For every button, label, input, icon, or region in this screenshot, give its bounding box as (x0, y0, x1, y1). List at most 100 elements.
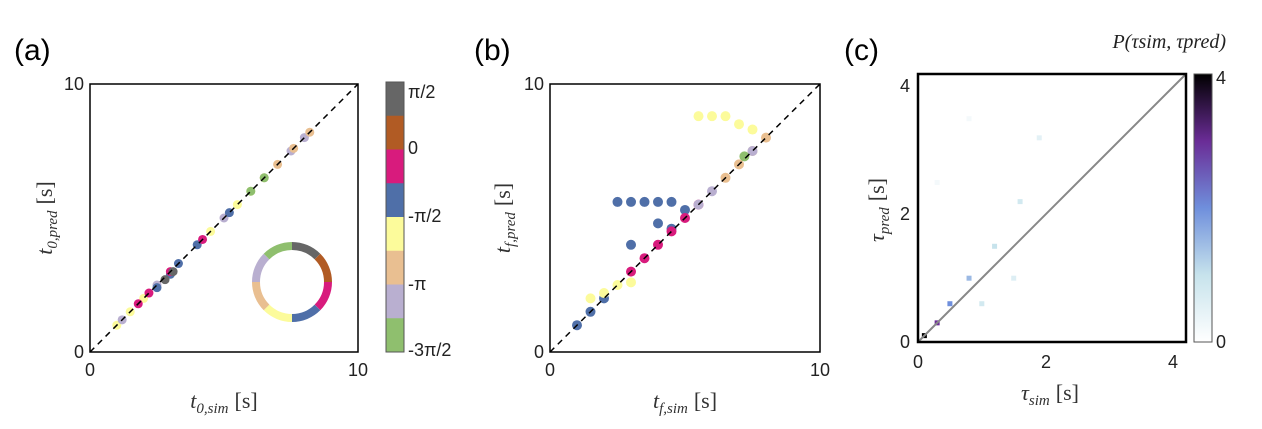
panel-b-point (626, 196, 636, 207)
phase-ring-segment (252, 281, 270, 311)
panel-a-cbar-label-0: 0 (408, 138, 418, 158)
panel-b-xlabel-unit: [s] (694, 388, 717, 413)
panel-a-xtick-10: 10 (348, 360, 368, 380)
panel-c-cbar-label-4: 4 (1216, 68, 1226, 88)
panel-b-ytick-10: 10 (524, 74, 544, 94)
panel-b-ylabel: tf,pred [s] (490, 183, 519, 253)
panel-c-cbar-label-0: 0 (1216, 332, 1226, 352)
panel-a-reference-line (89, 83, 359, 353)
phase-ring-segment (291, 304, 321, 322)
panel-a-label: (a) (14, 34, 51, 67)
panel-b-xlabel-subscript: f,sim (659, 401, 688, 417)
panel-a-ylabel-unit: [s] (32, 181, 57, 204)
panel-c-ytick-0: 0 (900, 332, 910, 352)
panel-a-axes-box (89, 83, 359, 353)
panel-a-phase-ring (252, 242, 332, 322)
heatmap-cell (1017, 199, 1023, 205)
phase-ring-segment (291, 242, 321, 260)
heatmap-cell (992, 243, 998, 249)
colorbar-segment (386, 217, 404, 252)
panel-b-point (626, 277, 636, 288)
panel-b-point (720, 111, 731, 122)
panel-a-ytick-10: 10 (64, 74, 84, 94)
phase-ring-segment (263, 304, 293, 322)
panel-a-xtick-0: 0 (85, 360, 95, 380)
panel-b-point (653, 218, 663, 229)
phase-ring-segment (314, 253, 332, 283)
panel-b-point (653, 196, 663, 207)
panel-c: (c) P(τsim, τpred) 4 2 0 0 2 4 τsim [s] τ… (844, 31, 1226, 409)
panel-c-ylabel-subscript: pred (877, 207, 893, 235)
panel-b-point (599, 288, 609, 299)
panel-a-cbar-label-neg3pi2: -3π/2 (408, 340, 451, 360)
colorbar-segment (386, 115, 404, 150)
colorbar-segment (386, 149, 404, 184)
panel-a-xlabel-unit: [s] (235, 388, 258, 413)
panel-b-point (739, 151, 750, 162)
panel-b-axes-box (549, 83, 821, 353)
panel-a-xlabel: t0,sim [s] (190, 388, 257, 417)
panel-a-cbar-label-pi2: π/2 (408, 82, 435, 102)
panel-b-label: (b) (474, 34, 511, 67)
panel-b-xlabel: tf,sim [s] (653, 388, 717, 417)
heatmap-cell (947, 301, 953, 307)
heatmap-cell (979, 301, 985, 307)
phase-ring-segment (314, 281, 332, 311)
panel-b-xtick-0: 0 (545, 360, 555, 380)
panel-c-reference-line (917, 73, 1187, 343)
panel-a-point (152, 283, 162, 293)
phase-ring-segment (252, 253, 270, 283)
panel-a-xlabel-subscript: 0,sim (196, 401, 228, 417)
panel-a-ylabel: t0,pred [s] (32, 181, 61, 255)
panel-a-colorbar (385, 81, 405, 353)
panel-a-xlabel-symbol: t (190, 388, 197, 413)
heatmap-cell (1011, 275, 1017, 281)
panel-c-axes-box (916, 72, 1188, 344)
colorbar-segment (386, 318, 404, 353)
panel-b-ylabel-unit: [s] (490, 183, 515, 206)
panel-a: (a) 10 0 0 10 t0,sim [s] t 0,pred [s] π/2 0… (14, 34, 451, 417)
panel-a-point (160, 275, 170, 285)
panel-c-xtick-0: 0 (913, 352, 923, 372)
heatmap-cell (966, 116, 972, 122)
panel-b-xtick-10: 10 (810, 360, 830, 380)
panel-c-xtick-2: 2 (1041, 352, 1051, 372)
panel-b: (b) 10 0 0 10 tf,sim [s] tf,pred[s] (474, 34, 830, 417)
panel-c-xlabel: τsim [s] (1021, 380, 1079, 409)
panel-a-points (112, 127, 315, 330)
panel-b-point (707, 111, 717, 122)
heatmap-cell (966, 275, 972, 281)
panel-c-ylabel-symbol: τ (864, 233, 889, 242)
panel-a-ylabel-subscript: 0,pred (45, 210, 61, 249)
panel-c-xlabel-unit: [s] (1056, 380, 1079, 405)
panel-b-point (639, 196, 650, 207)
heatmap-cell (1036, 135, 1042, 141)
panel-b-reference-line (549, 83, 821, 353)
panel-c-ytick-2: 2 (900, 204, 910, 224)
panel-b-ylabel-symbol: t (490, 246, 515, 253)
panel-c-xlabel-subscript: sim (1029, 393, 1050, 409)
heatmap-cell (934, 179, 940, 185)
panel-b-point (612, 196, 623, 207)
panel-c-xtick-4: 4 (1168, 352, 1178, 372)
panel-b-xlabel-symbol: t (653, 388, 660, 413)
panel-c-xlabel-symbol: τ (1021, 380, 1030, 405)
phase-ring-segment (263, 242, 293, 260)
panel-b-point (680, 204, 690, 215)
panel-c-colorbar-title: P(τsim, τpred) (1111, 31, 1226, 53)
panel-c-ylabel: τpred [s] (864, 178, 893, 242)
panel-c-label: (c) (844, 34, 879, 67)
panel-c-ytick-4: 4 (900, 76, 910, 96)
panel-b-ylabel-subscript: f,pred (503, 212, 519, 247)
panel-b-ytick-0: 0 (534, 342, 544, 362)
colorbar-segment (386, 82, 404, 117)
panel-b-point (747, 124, 758, 135)
panel-b-point (666, 196, 677, 207)
panel-c-heatmap (921, 116, 1042, 339)
colorbar-segment (386, 284, 404, 319)
colorbar-frame (385, 81, 405, 353)
panel-b-point (734, 119, 744, 130)
panel-b-point (626, 239, 636, 250)
panel-a-cbar-label-negpi: -π (408, 274, 426, 294)
